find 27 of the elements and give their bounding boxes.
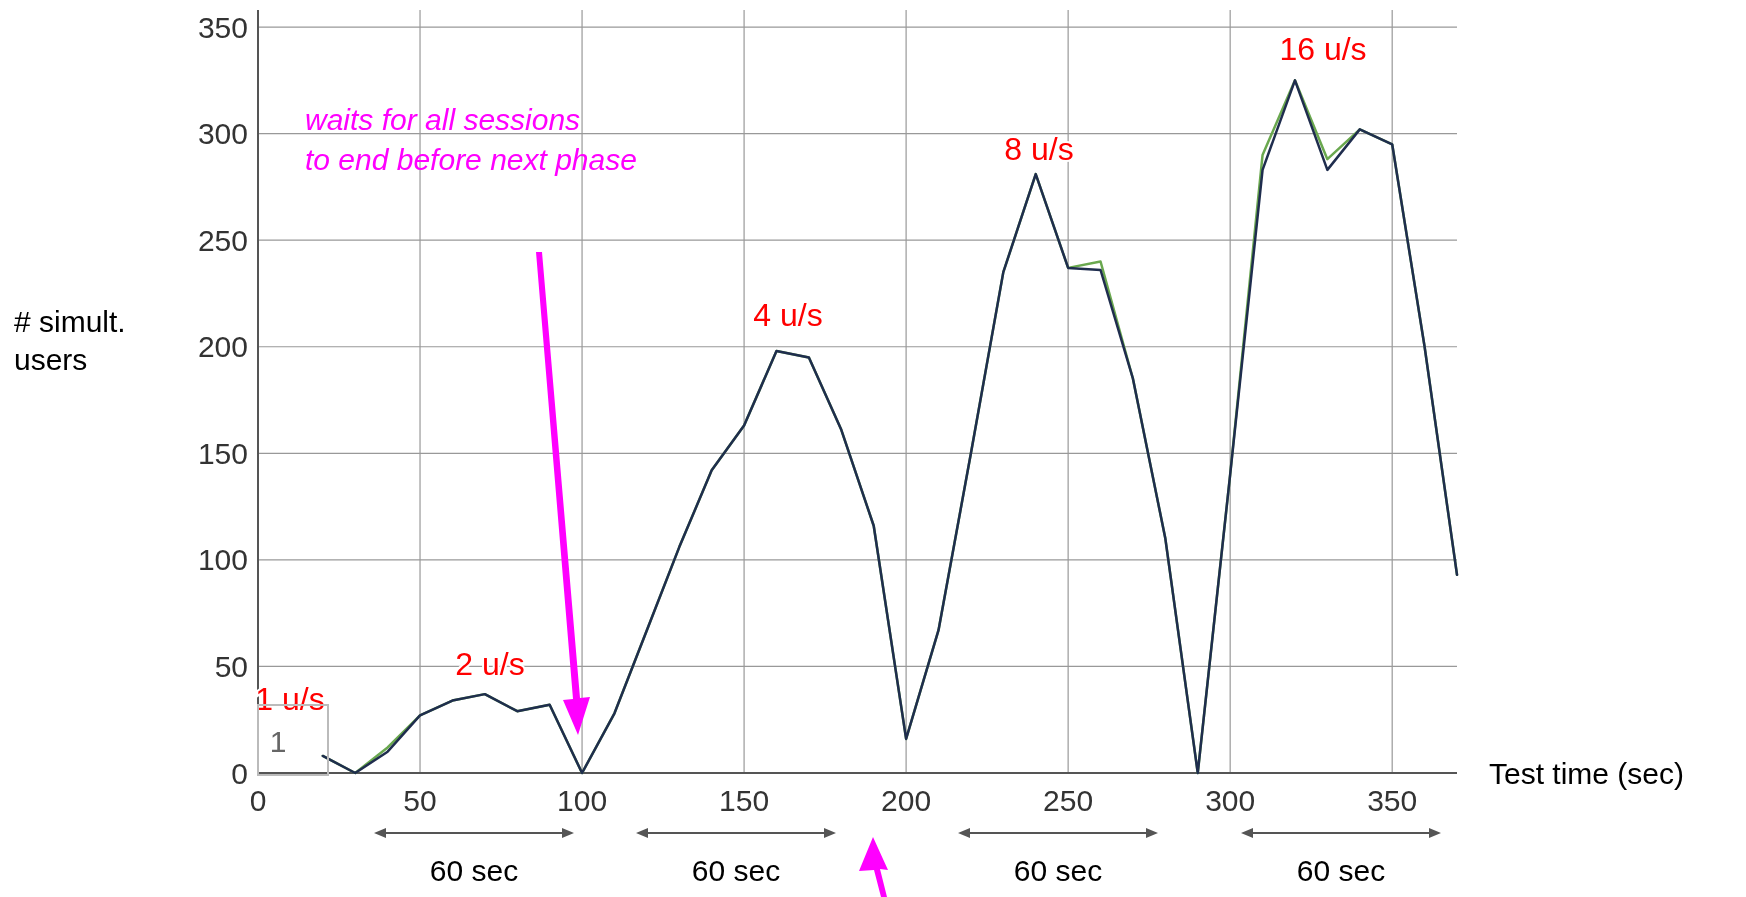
annotation: waits for all sessions to end before next phase: [305, 103, 637, 176]
y-tick-label: 50: [214, 649, 248, 683]
text: 60 sec: [429, 854, 519, 887]
annotation: 8 u/s: [1004, 131, 1074, 167]
text: 60 sec: [691, 854, 781, 887]
y-axis-title: # simult. users: [14, 305, 126, 376]
text: 60 sec: [1296, 854, 1386, 887]
annotation: 16 u/s: [1279, 31, 1367, 67]
annotation: 2 u/s: [455, 646, 525, 682]
y-tick-label: 150: [197, 436, 248, 470]
y-tick-label: 0: [231, 756, 248, 790]
y-tick-label: 300: [197, 117, 248, 151]
annotation: 4 u/s: [753, 297, 823, 333]
x-tick-label: 200: [881, 784, 932, 817]
y-tick-label: 100: [197, 543, 248, 577]
y-tick-label: 250: [197, 223, 248, 257]
text: 60 sec: [1013, 854, 1103, 887]
annotation: 1: [269, 725, 287, 758]
x-tick-label: 50: [403, 784, 437, 817]
x-axis-title: Test time (sec): [1489, 756, 1685, 790]
y-tick-label: 200: [197, 330, 248, 364]
x-tick-label: 300: [1205, 784, 1256, 817]
x-tick-label: 100: [557, 784, 608, 817]
x-tick-label: 150: [719, 784, 770, 817]
x-tick-label: 250: [1043, 784, 1094, 817]
y-tick-label: 350: [197, 10, 248, 44]
x-tick-label: 350: [1367, 784, 1418, 817]
